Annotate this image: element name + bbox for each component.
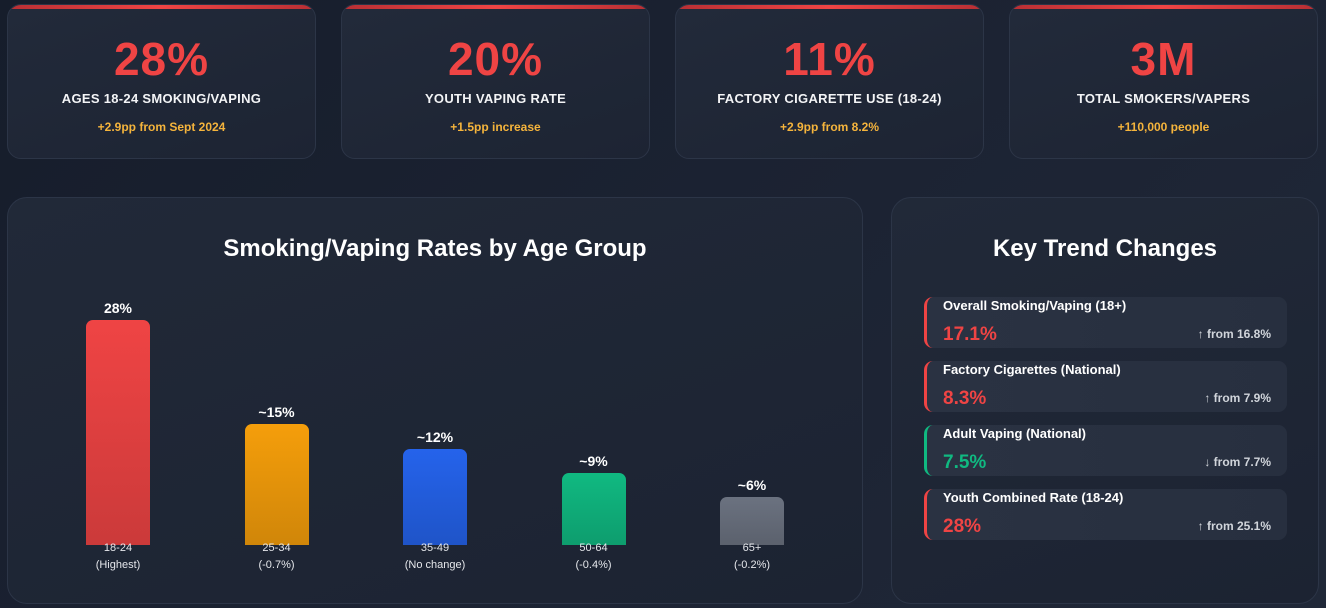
trend-change: ↑ from 16.8% xyxy=(1197,327,1271,341)
bar-value-label: ~6% xyxy=(737,476,767,493)
bar xyxy=(244,424,309,545)
bar xyxy=(86,320,150,545)
stat-card-total-smokers: 3M TOTAL SMOKERS/VAPERS +110,000 people xyxy=(1009,4,1318,159)
trend-title: Overall Smoking/Vaping (18+) xyxy=(943,298,1127,313)
bar-category: 50-64 xyxy=(579,542,608,554)
trend-value: 17.1% xyxy=(943,324,997,345)
bar-value-label: ~15% xyxy=(258,404,295,421)
stat-value: 11% xyxy=(783,33,876,85)
bar-category: 25-34 xyxy=(262,542,291,554)
bar-category: 35-49 xyxy=(420,542,450,554)
stat-value: 28% xyxy=(113,33,210,85)
stat-card-youth-vaping: 20% YOUTH VAPING RATE +1.5pp increase xyxy=(341,4,650,159)
trend-change: ↑ from 7.9% xyxy=(1204,391,1271,405)
bar-category: 65+ xyxy=(742,542,762,554)
bar-category-label: 65+ (-0.2%) xyxy=(680,540,824,574)
bar-category-label: 35-49 (No change) xyxy=(363,540,507,574)
stat-value: 3M xyxy=(1130,33,1197,85)
trend-title: Factory Cigarettes (National) xyxy=(943,362,1121,377)
bar-value-label: ~9% xyxy=(579,452,608,469)
bar-group-65+: ~6% 65+ (-0.2%) xyxy=(720,0,784,608)
stat-change: +2.9pp from 8.2% xyxy=(779,120,880,134)
stat-change: +1.5pp increase xyxy=(450,120,541,134)
trend-title: Youth Combined Rate (18-24) xyxy=(943,490,1124,505)
stat-label: YOUTH VAPING RATE xyxy=(424,91,567,106)
bar-group-25-34: ~15% 25-34 (-0.7%) xyxy=(244,0,309,608)
trends-title: Key Trend Changes xyxy=(992,235,1218,262)
stat-change: +2.9pp from Sept 2024 xyxy=(97,120,226,134)
bar-category-label: 50-64 (-0.4%) xyxy=(522,540,666,574)
bar xyxy=(403,448,467,545)
bar-note: (-0.4%) xyxy=(575,559,612,571)
bar-value-label: ~12% xyxy=(416,428,454,445)
bar-group-35-49: ~12% 35-49 (No change) xyxy=(403,0,467,608)
trend-change: ↓ from 7.7% xyxy=(1204,455,1271,469)
stat-label: AGES 18-24 SMOKING/VAPING xyxy=(61,91,262,106)
stat-label: TOTAL SMOKERS/VAPERS xyxy=(1076,91,1251,106)
bar-value-label: 28% xyxy=(103,300,133,316)
trend-item-youth-combined: Youth Combined Rate (18-24) 28% ↑ from 2… xyxy=(924,489,1287,540)
bar-group-50-64: ~9% 50-64 (-0.4%) xyxy=(561,0,626,608)
chart-title: Smoking/Vaping Rates by Age Group xyxy=(223,235,647,262)
bar-note: (-0.7%) xyxy=(258,559,295,571)
bar-category: 18-24 xyxy=(103,542,133,554)
trend-item-overall: Overall Smoking/Vaping (18+) 17.1% ↑ fro… xyxy=(924,297,1287,348)
trend-item-adult-vaping: Adult Vaping (National) 7.5% ↓ from 7.7% xyxy=(924,425,1287,476)
bar xyxy=(561,472,626,545)
trend-value: 8.3% xyxy=(943,388,987,409)
bar-category-label: 25-34 (-0.7%) xyxy=(205,540,349,574)
stat-value: 20% xyxy=(447,33,544,85)
trend-change: ↑ from 25.1% xyxy=(1197,519,1271,533)
trend-item-factory: Factory Cigarettes (National) 8.3% ↑ fro… xyxy=(924,361,1287,412)
trend-value: 7.5% xyxy=(943,452,987,473)
bar-category-label: 18-24 (Highest) xyxy=(46,540,190,574)
bar-group-18-24: 28% 18-24 (Highest) xyxy=(86,0,150,608)
stat-card-youth-smoking: 28% AGES 18-24 SMOKING/VAPING +2.9pp fro… xyxy=(7,4,316,159)
bar-note: (-0.2%) xyxy=(733,559,771,571)
bar-note: (No change) xyxy=(404,559,466,571)
bar-note: (Highest) xyxy=(95,559,141,571)
stat-change: +110,000 people xyxy=(1117,120,1210,134)
bar xyxy=(720,496,784,545)
trend-value: 28% xyxy=(943,516,982,537)
trend-title: Adult Vaping (National) xyxy=(943,426,1086,441)
stat-card-factory-cigarettes: 11% FACTORY CIGARETTE USE (18-24) +2.9pp… xyxy=(675,4,984,159)
stat-label: FACTORY CIGARETTE USE (18-24) xyxy=(717,91,942,106)
